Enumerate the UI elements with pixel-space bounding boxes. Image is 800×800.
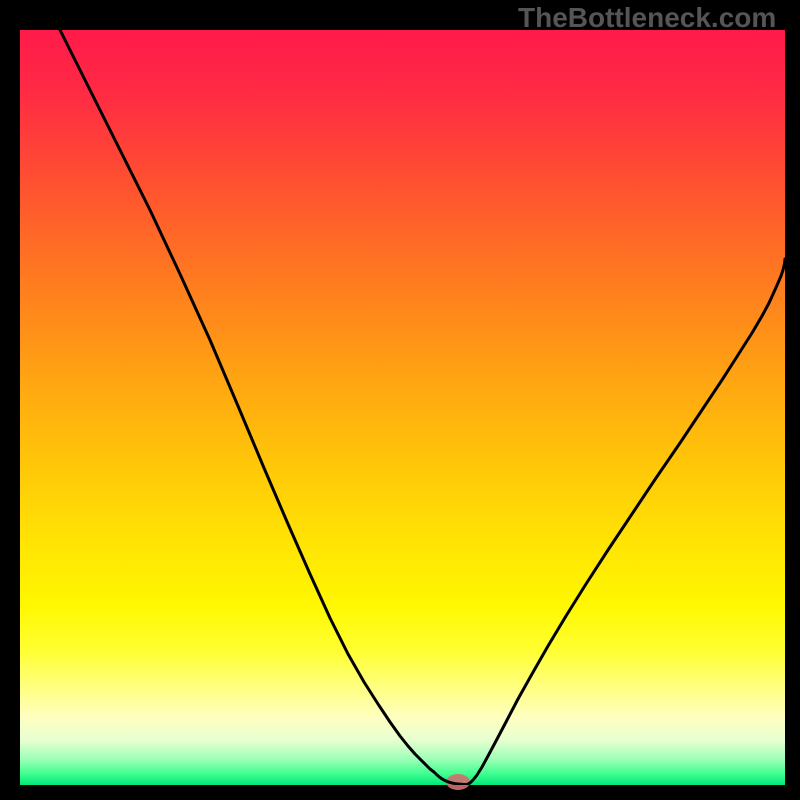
watermark-text: TheBottleneck.com: [518, 2, 776, 34]
chart-container: TheBottleneck.com: [0, 0, 800, 800]
plot-area: [20, 30, 785, 785]
bottleneck-curve: [20, 30, 785, 785]
